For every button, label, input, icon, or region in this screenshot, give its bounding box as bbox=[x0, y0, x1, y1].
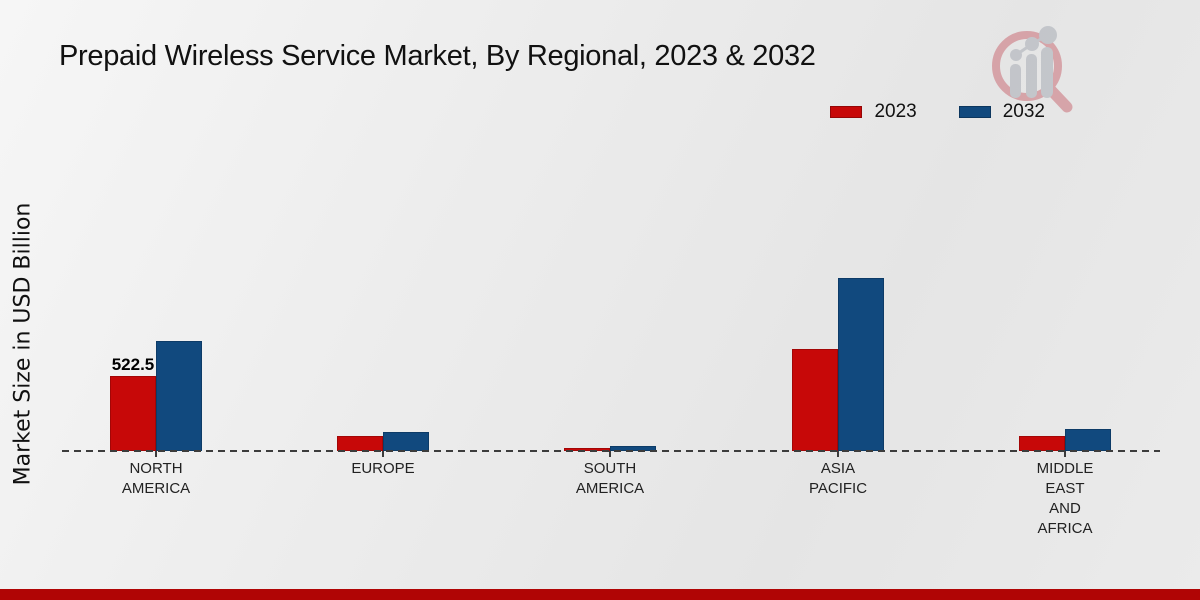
legend-swatch-2032 bbox=[958, 106, 991, 118]
x-axis-tick-europe bbox=[382, 451, 384, 457]
bar-2032-north-america bbox=[156, 341, 202, 451]
x-axis-label-middle-east-and-africa: MIDDLE EAST AND AFRICA bbox=[1036, 460, 1094, 537]
zero-baseline bbox=[62, 450, 1160, 452]
bar-2023-asia-pacific bbox=[792, 349, 838, 451]
bar-2032-middle-east-and-africa bbox=[1065, 429, 1111, 451]
legend-item-2023: 2023 bbox=[830, 101, 917, 123]
bar-2023-north-america bbox=[110, 376, 156, 451]
x-axis-tick-middle-east-and-africa bbox=[1064, 451, 1066, 457]
legend-item-2032: 2032 bbox=[958, 101, 1045, 123]
x-axis-label-south-america: SOUTH AMERICA bbox=[575, 460, 645, 497]
x-axis-label-europe: EUROPE bbox=[351, 460, 415, 477]
bar-2032-asia-pacific bbox=[838, 278, 884, 451]
x-axis-label-asia-pacific: ASIA PACIFIC bbox=[808, 460, 868, 497]
x-axis-tick-south-america bbox=[609, 451, 611, 457]
data-label-2023-north-america: 522.5 bbox=[111, 355, 155, 374]
bar-2032-europe bbox=[383, 432, 429, 451]
legend-label-2023: 2023 bbox=[874, 101, 917, 122]
x-axis-tick-asia-pacific bbox=[837, 451, 839, 457]
legend-swatch-2023 bbox=[830, 106, 863, 118]
x-axis-tick-north-america bbox=[155, 451, 157, 457]
footer-accent-bar bbox=[0, 589, 1200, 600]
bar-2023-europe bbox=[337, 436, 383, 451]
x-axis-label-north-america: NORTH AMERICA bbox=[121, 460, 191, 497]
bar-2023-middle-east-and-africa bbox=[1019, 436, 1065, 451]
legend-label-2032: 2032 bbox=[1002, 101, 1045, 122]
chart-title: Prepaid Wireless Service Market, By Regi… bbox=[59, 40, 816, 72]
legend: 2023 2032 bbox=[830, 101, 1045, 123]
